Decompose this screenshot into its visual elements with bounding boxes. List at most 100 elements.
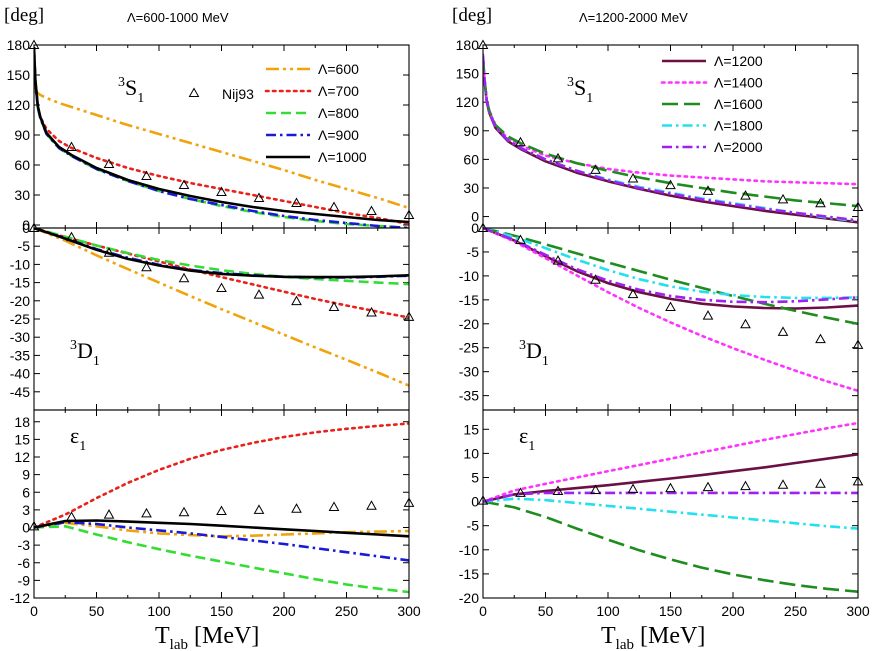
panel-label-sup: 3 — [567, 75, 574, 90]
legend-label-L800: Λ=800 — [318, 105, 359, 121]
y-tick-label: -6 — [18, 555, 31, 571]
panel-label-main: ε — [70, 423, 79, 448]
panel-label-sub: 1 — [79, 439, 86, 454]
y-tick-label: 90 — [463, 123, 479, 139]
data-point-triangle — [515, 136, 526, 147]
panel-label-main: ε — [519, 423, 528, 448]
series-line-L1400 — [483, 228, 858, 393]
series-line-L2000 — [483, 56, 858, 222]
data-point-triangle — [815, 478, 826, 488]
data-point-triangle — [740, 190, 751, 200]
data-point-triangle — [366, 306, 377, 317]
panel-label: ε1 — [519, 423, 535, 454]
y-tick-label: -25 — [10, 311, 30, 327]
legend-label-L1200: Λ=1200 — [714, 53, 763, 69]
panel-left-3s1: 0 30 60 90 120 150 180 3S1 — [7, 37, 415, 233]
data-point-triangle — [216, 282, 227, 293]
y-tick-label: 15 — [463, 421, 479, 437]
data-point-triangle — [665, 482, 676, 493]
data-point-triangle — [627, 483, 639, 494]
legend-label-L2000: Λ=2000 — [714, 139, 763, 155]
panel-label-sub: 1 — [93, 354, 100, 369]
panel-label: 3S1 — [118, 75, 144, 106]
series-line-L1400 — [483, 421, 858, 503]
y-tick-label: 6 — [22, 484, 30, 500]
series-line-L900 — [34, 520, 409, 562]
x-tick-label: 250 — [335, 603, 359, 619]
panel-label-main: S — [574, 75, 586, 100]
panel-right-3s1: 0 30 60 90 120 150 180 3S1 — [456, 37, 864, 229]
data-point-triangle — [66, 231, 77, 242]
panel-title-right: Λ=1200-2000 MeV — [579, 10, 688, 25]
panel-frame — [482, 409, 859, 599]
series-line-L1600 — [483, 56, 858, 208]
legend-label-L700: Λ=700 — [318, 83, 359, 99]
y-tick-label: 3 — [22, 502, 30, 518]
y-tick-label: 0 — [471, 209, 479, 225]
y-tick-label: -45 — [10, 384, 30, 400]
y-tick-label: 0 — [22, 220, 30, 236]
y-tick-label: 0 — [471, 220, 479, 236]
series-line-L1200 — [483, 453, 858, 503]
y-tick-label: -25 — [459, 340, 479, 356]
x-axis-label-right: Tlab [MeV] — [601, 623, 705, 651]
y-tick-label: 0 — [22, 520, 30, 536]
data-point-triangle — [515, 487, 526, 497]
series-line-L1600 — [483, 228, 858, 326]
data-point-triangle — [702, 481, 714, 492]
y-tick-label: 30 — [463, 180, 479, 196]
series-line-L600 — [34, 88, 409, 210]
y-tick-label: -20 — [459, 590, 479, 606]
data-point-triangle — [253, 289, 265, 299]
series-line-L1000 — [34, 519, 409, 538]
y-tick-label: -5 — [467, 518, 480, 534]
data-point-triangle — [328, 301, 340, 311]
x-tick-label: 200 — [272, 603, 296, 619]
x-tick-label: 150 — [659, 603, 683, 619]
y-tick-label: -35 — [459, 388, 479, 404]
panel-label-sub: 1 — [586, 91, 593, 106]
y-tick-label: -30 — [459, 364, 479, 380]
y-unit-right: [deg] — [452, 5, 492, 26]
data-point-triangle — [815, 333, 826, 344]
y-tick-label: 5 — [471, 469, 479, 485]
data-point-triangle — [103, 509, 115, 519]
data-point-triangle — [366, 500, 377, 510]
series-line-L1400 — [483, 53, 858, 186]
data-point-triangle — [740, 480, 751, 491]
panel-label: 3S1 — [567, 75, 593, 106]
x-tick-label: 100 — [596, 603, 620, 619]
panel-label-main: D — [77, 338, 93, 363]
y-tick-label: 90 — [14, 127, 30, 143]
data-point-triangle — [665, 179, 676, 190]
legend-1: Λ=1200 Λ=1400 Λ=1600 Λ=1800 Λ=2000 — [660, 53, 763, 155]
panel-label-sub: 1 — [137, 91, 144, 106]
x-tick-label: 50 — [538, 603, 554, 619]
legend-label-L600: Λ=600 — [318, 61, 359, 77]
y-tick-label: 18 — [14, 414, 30, 430]
y-tick-label: 150 — [456, 66, 480, 82]
y-tick-label: -3 — [18, 537, 31, 553]
panel-label-sub: 1 — [528, 439, 535, 454]
data-point-triangle — [590, 164, 601, 174]
data-point-triangle — [702, 310, 714, 320]
legend-label-L1000: Λ=1000 — [318, 149, 367, 165]
y-tick-label: -15 — [459, 292, 479, 308]
data-point-triangle — [141, 261, 152, 272]
data-point-triangle — [253, 504, 265, 514]
data-point-triangle — [328, 501, 340, 511]
series-line-L1600 — [483, 500, 858, 593]
data-point-triangle — [702, 185, 714, 195]
x-tick-label: 50 — [89, 603, 105, 619]
data-point-triangle — [590, 484, 601, 495]
panel-label-sup: 3 — [118, 75, 125, 90]
y-tick-label: 12 — [14, 449, 30, 465]
data-point-triangle — [627, 288, 639, 299]
series-line-L600 — [34, 228, 409, 387]
data-point-triangle — [627, 172, 639, 183]
y-tick-label: -20 — [459, 316, 479, 332]
data-point-triangle — [590, 274, 601, 284]
y-tick-label: -5 — [467, 244, 480, 260]
